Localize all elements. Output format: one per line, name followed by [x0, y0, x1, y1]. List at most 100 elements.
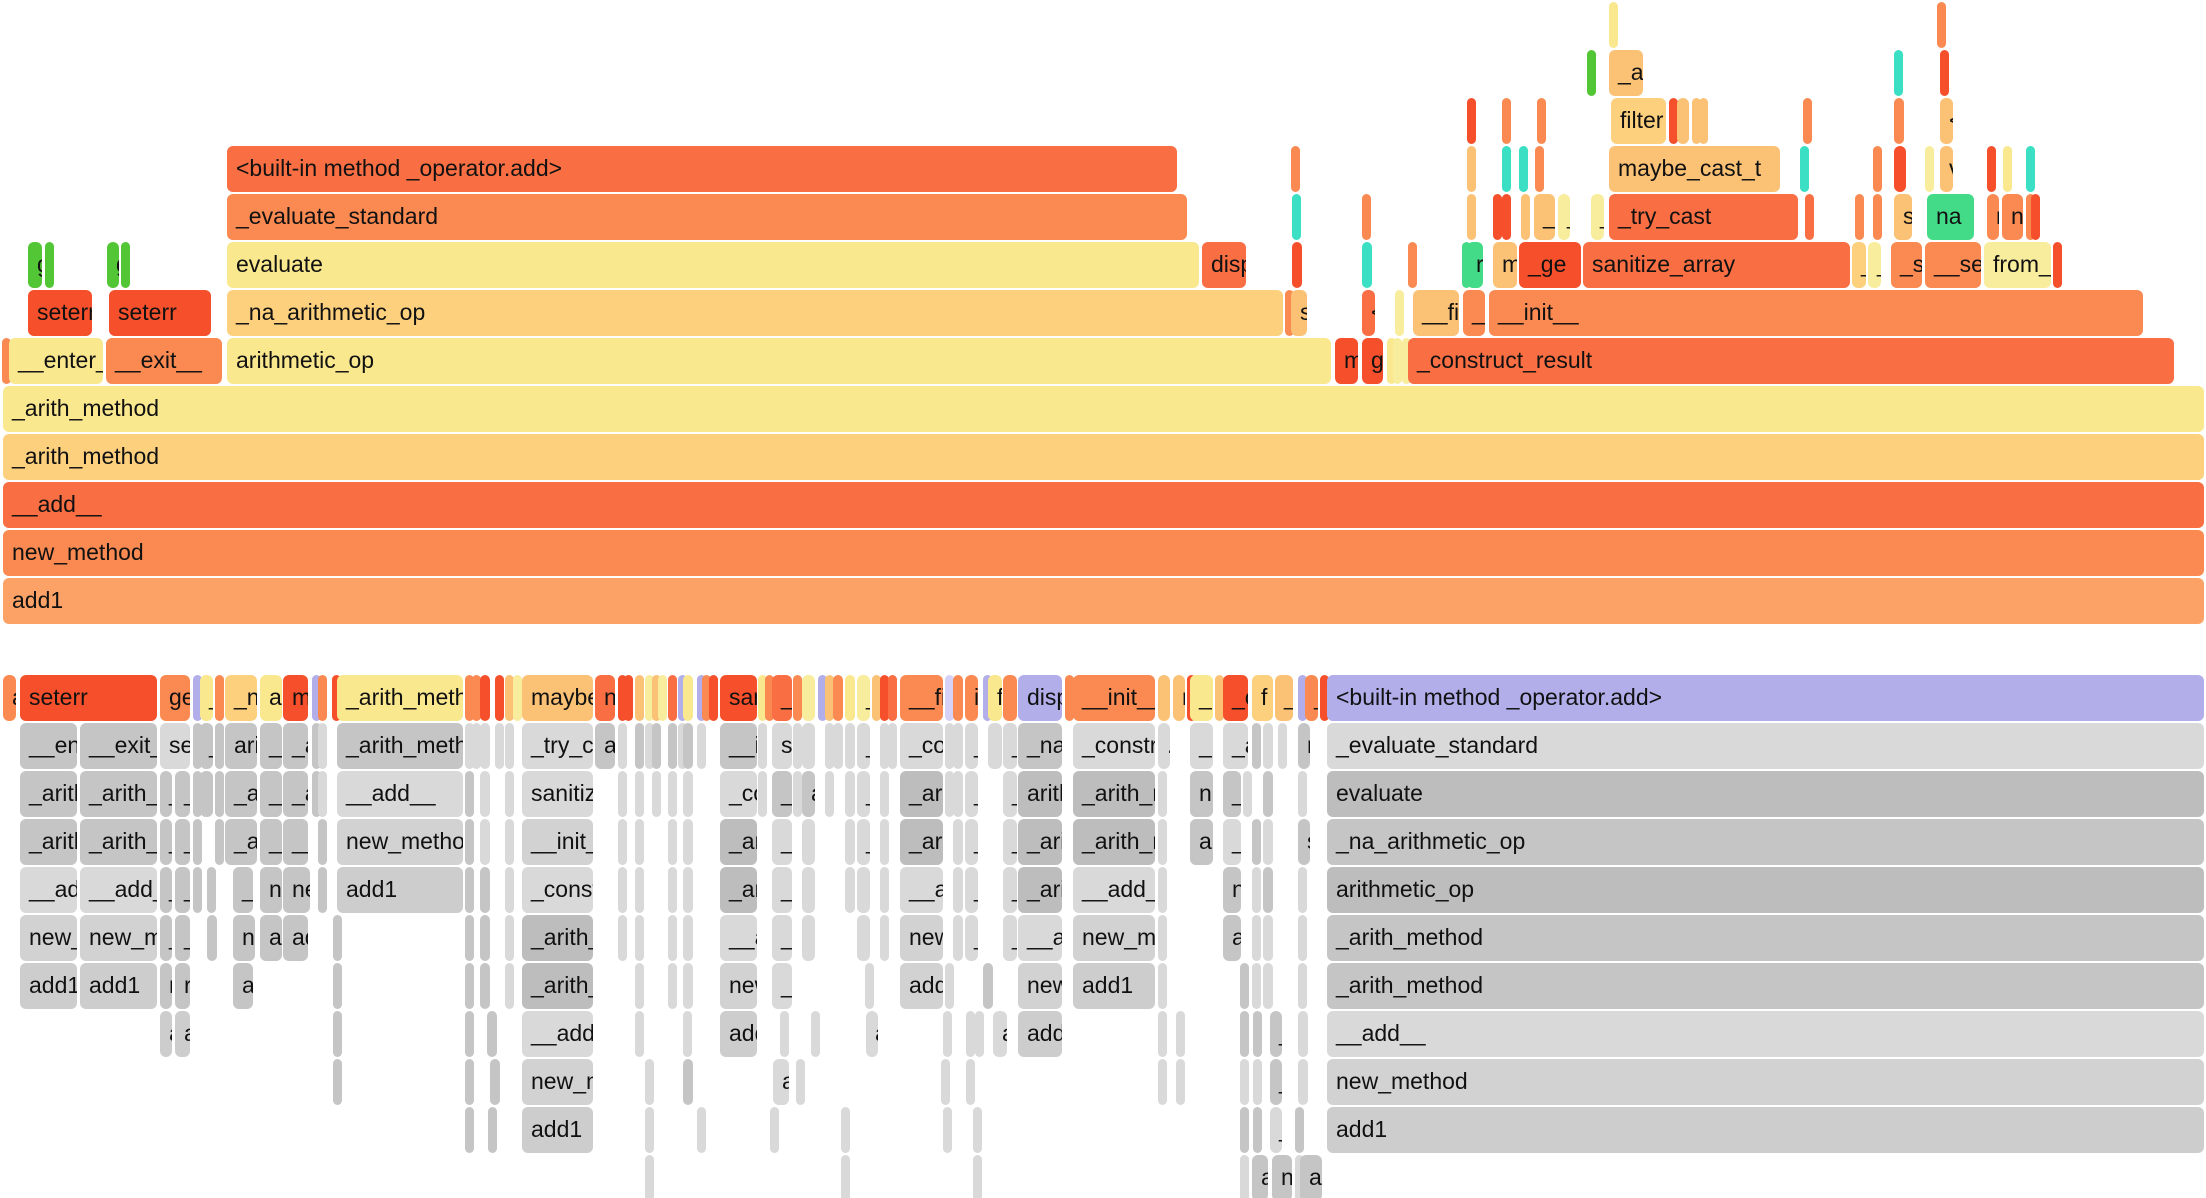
- flame-frame[interactable]: [618, 867, 627, 913]
- flame-frame[interactable]: _: [857, 723, 870, 769]
- flame-frame[interactable]: [758, 723, 767, 769]
- flame-frame[interactable]: [988, 723, 1002, 769]
- flame-frame[interactable]: n: [595, 675, 615, 721]
- flame-frame[interactable]: [857, 867, 870, 913]
- flame-frame[interactable]: add1: [1223, 915, 1241, 961]
- flame-frame[interactable]: [845, 867, 855, 913]
- flame-frame[interactable]: [1462, 242, 1471, 288]
- flame-frame[interactable]: [770, 1107, 779, 1153]
- flame-frame[interactable]: r: [160, 963, 172, 1009]
- flame-frame[interactable]: [618, 723, 627, 769]
- flame-frame[interactable]: new_method: [20, 915, 77, 961]
- flame-frame[interactable]: __init__: [1073, 675, 1155, 721]
- flame-frame[interactable]: [1252, 819, 1261, 865]
- flame-frame[interactable]: [1937, 2, 1946, 48]
- flame-frame[interactable]: [488, 1107, 497, 1153]
- flame-frame[interactable]: add1: [720, 1011, 757, 1057]
- flame-frame[interactable]: [1158, 867, 1167, 913]
- flame-frame[interactable]: maybe_cast_t: [522, 675, 593, 721]
- flame-frame[interactable]: maybe_cast_t: [1609, 146, 1780, 192]
- flame-frame[interactable]: _c: [1223, 675, 1248, 721]
- flame-frame[interactable]: [796, 1059, 805, 1105]
- flame-frame[interactable]: <built-in method _operator.add>: [227, 146, 1177, 192]
- flame-frame[interactable]: [880, 723, 889, 769]
- flame-frame[interactable]: [678, 723, 687, 769]
- flame-frame[interactable]: [1292, 194, 1301, 240]
- flame-frame[interactable]: add1: [337, 867, 463, 913]
- flame-frame[interactable]: [1252, 963, 1261, 1009]
- flame-frame[interactable]: [1873, 194, 1882, 240]
- flame-frame[interactable]: _: [160, 771, 172, 817]
- flame-frame[interactable]: [1298, 1059, 1308, 1105]
- flame-frame[interactable]: [490, 1059, 500, 1105]
- flame-frame[interactable]: [200, 771, 213, 817]
- flame-frame[interactable]: [983, 675, 992, 721]
- flame-frame[interactable]: _a: [1609, 50, 1643, 96]
- flame-frame[interactable]: [465, 1107, 474, 1153]
- flame-frame[interactable]: [1537, 98, 1546, 144]
- flame-frame[interactable]: [2031, 194, 2040, 240]
- flame-frame[interactable]: __add__: [1327, 1011, 2204, 1057]
- flame-frame[interactable]: [802, 675, 815, 721]
- flame-frame[interactable]: _: [965, 915, 978, 961]
- flame-frame[interactable]: [668, 771, 677, 817]
- flame-frame[interactable]: [888, 675, 897, 721]
- flame-frame[interactable]: [1502, 146, 1511, 192]
- flame-frame[interactable]: [1252, 723, 1261, 769]
- flame-frame[interactable]: [953, 723, 963, 769]
- flame-frame[interactable]: _construct_result: [1073, 723, 1155, 769]
- flame-frame[interactable]: [652, 675, 661, 721]
- flame-frame[interactable]: [683, 771, 693, 817]
- flame-frame[interactable]: a: [1190, 819, 1213, 865]
- flame-frame[interactable]: __add__: [1018, 915, 1062, 961]
- flame-frame[interactable]: [635, 915, 644, 961]
- flame-frame[interactable]: [505, 963, 514, 1009]
- flame-frame[interactable]: new_method: [720, 963, 757, 1009]
- flame-frame[interactable]: [880, 675, 889, 721]
- flame-frame[interactable]: [802, 723, 815, 769]
- flame-frame[interactable]: _: [772, 819, 792, 865]
- flame-frame[interactable]: .: [1158, 723, 1170, 769]
- flame-frame[interactable]: _arith_method: [1018, 867, 1062, 913]
- flame-frame[interactable]: sanitize_array: [1583, 242, 1850, 288]
- flame-frame[interactable]: [1408, 242, 1417, 288]
- flame-frame[interactable]: _s: [1891, 242, 1922, 288]
- flame-frame[interactable]: [652, 771, 661, 817]
- flame-frame[interactable]: r: [1173, 675, 1185, 721]
- flame-frame[interactable]: _: [1003, 915, 1017, 961]
- flame-frame[interactable]: [668, 867, 677, 913]
- flame-frame[interactable]: [1692, 98, 1701, 144]
- flame-frame[interactable]: [318, 867, 327, 913]
- flame-frame[interactable]: [1158, 963, 1167, 1009]
- flame-frame[interactable]: __add__: [1073, 867, 1155, 913]
- flame-frame[interactable]: [645, 1107, 654, 1153]
- flame-frame[interactable]: [697, 723, 706, 769]
- flame-frame[interactable]: _na_arithmetic_op: [225, 675, 257, 721]
- flame-frame[interactable]: __init__: [1489, 290, 2143, 336]
- flame-frame[interactable]: _: [1305, 675, 1318, 721]
- flame-frame[interactable]: _: [772, 675, 792, 721]
- flame-frame[interactable]: [318, 771, 327, 817]
- flame-frame[interactable]: [683, 723, 693, 769]
- flame-frame[interactable]: _: [1270, 1059, 1282, 1105]
- flame-frame[interactable]: _arith_method: [3, 386, 2204, 432]
- flame-frame[interactable]: _: [200, 723, 213, 769]
- flame-frame[interactable]: _: [260, 723, 282, 769]
- flame-frame[interactable]: a: [866, 1011, 878, 1057]
- flame-frame[interactable]: _: [857, 771, 870, 817]
- flame-frame[interactable]: [825, 675, 834, 721]
- flame-frame[interactable]: [802, 915, 815, 961]
- flame-frame[interactable]: [683, 867, 693, 913]
- flame-frame[interactable]: _arith_method: [522, 915, 593, 961]
- flame-frame[interactable]: [1252, 915, 1261, 961]
- flame-frame[interactable]: r: [1987, 194, 1999, 240]
- flame-frame[interactable]: [505, 915, 514, 961]
- flame-frame[interactable]: [312, 675, 321, 721]
- flame-frame[interactable]: [758, 771, 767, 817]
- flame-frame[interactable]: __add__: [3, 482, 2204, 528]
- flame-frame[interactable]: _: [175, 771, 190, 817]
- flame-frame[interactable]: [668, 963, 677, 1009]
- flame-frame[interactable]: _evaluate_standard: [227, 194, 1187, 240]
- flame-frame[interactable]: _na_arithmetic_op: [1327, 819, 2204, 865]
- flame-frame[interactable]: [793, 771, 802, 817]
